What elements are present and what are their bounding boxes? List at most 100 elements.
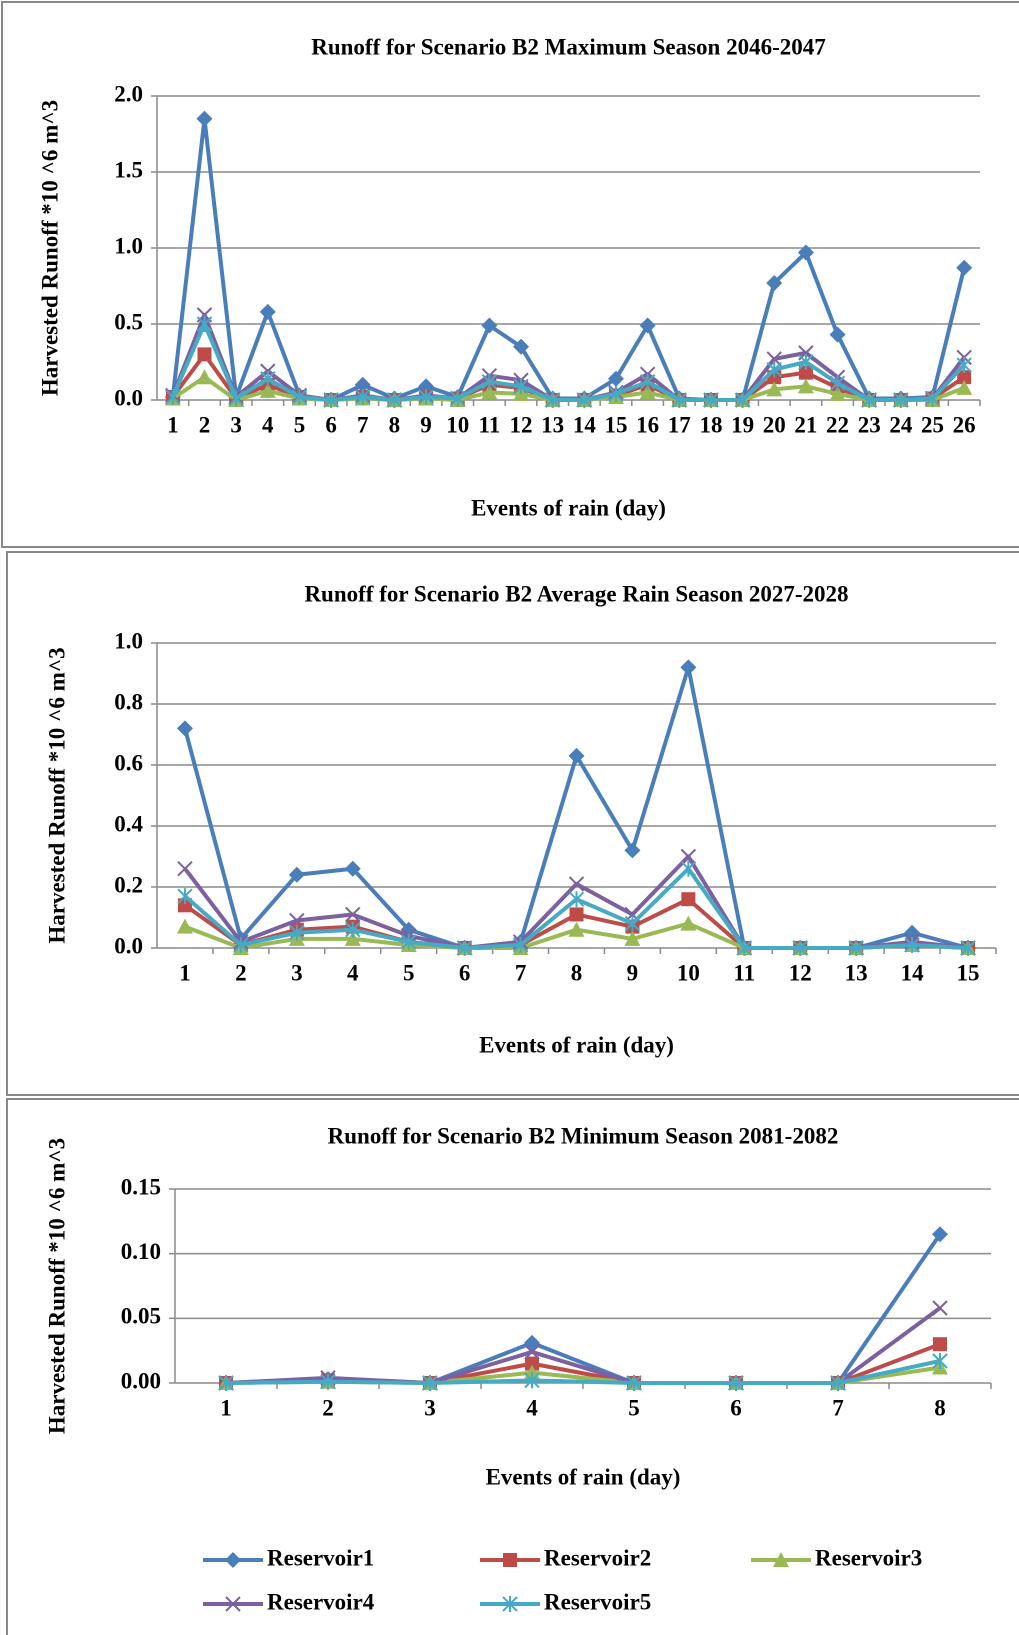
marker bbox=[513, 338, 530, 355]
marker bbox=[956, 357, 972, 374]
marker bbox=[218, 1375, 234, 1391]
y-tick-label: 1.5 bbox=[114, 157, 143, 182]
x-tick-label: 7 bbox=[515, 960, 527, 985]
x-tick-label: 20 bbox=[763, 412, 786, 437]
marker bbox=[626, 1375, 642, 1391]
marker bbox=[848, 940, 864, 956]
y-tick-label: 0.15 bbox=[121, 1174, 161, 1199]
y-tick-label: 1.0 bbox=[114, 233, 143, 258]
y-tick-label: 0.5 bbox=[114, 309, 143, 334]
marker bbox=[956, 259, 973, 276]
marker bbox=[728, 1375, 744, 1391]
series-line bbox=[225, 1233, 942, 1385]
x-tick-label: 16 bbox=[636, 412, 659, 437]
x-tick-label: 6 bbox=[459, 960, 471, 985]
y-tick-label: 0.00 bbox=[121, 1368, 161, 1393]
y-tick-label: 0.0 bbox=[114, 385, 143, 410]
x-tick-label: 15 bbox=[604, 412, 627, 437]
series-line bbox=[170, 322, 966, 402]
marker bbox=[933, 1337, 947, 1352]
marker bbox=[792, 940, 808, 956]
legend-label: Reservoir2 bbox=[544, 1545, 651, 1570]
y-axis-label: Harvested Runoff *10 ^6 m^3 bbox=[44, 647, 69, 943]
x-tick-label: 24 bbox=[889, 412, 913, 437]
marker bbox=[544, 392, 561, 408]
x-tick-label: 5 bbox=[294, 412, 306, 437]
x-tick-label: 17 bbox=[668, 412, 691, 437]
marker bbox=[797, 378, 814, 394]
x-tick-label: 10 bbox=[677, 960, 700, 985]
x-tick-label: 4 bbox=[262, 412, 274, 437]
marker bbox=[196, 369, 213, 385]
x-tick-label: 1 bbox=[220, 1395, 232, 1420]
marker bbox=[344, 860, 361, 877]
marker bbox=[569, 907, 584, 922]
marker bbox=[576, 392, 593, 408]
marker bbox=[481, 317, 498, 334]
x-tick-label: 7 bbox=[832, 1395, 844, 1420]
marker bbox=[259, 382, 276, 398]
marker bbox=[513, 378, 529, 395]
marker bbox=[176, 720, 193, 737]
x-tick-label: 2 bbox=[322, 1395, 334, 1420]
marker bbox=[861, 392, 877, 408]
panel-border bbox=[1, 1, 1019, 548]
marker bbox=[456, 940, 473, 956]
marker bbox=[176, 918, 193, 934]
x-tick-label: 6 bbox=[325, 412, 337, 437]
marker bbox=[524, 1334, 540, 1351]
marker bbox=[798, 354, 814, 370]
marker bbox=[345, 921, 361, 938]
marker bbox=[829, 385, 846, 401]
marker bbox=[481, 373, 498, 390]
x-tick-label: 1 bbox=[167, 412, 179, 437]
x-tick-label: 8 bbox=[389, 412, 401, 437]
x-tick-label: 5 bbox=[403, 960, 415, 985]
marker bbox=[680, 659, 697, 676]
marker bbox=[502, 1596, 518, 1612]
x-tick-label: 26 bbox=[953, 412, 976, 437]
y-tick-label: 0.05 bbox=[121, 1304, 161, 1329]
marker bbox=[177, 860, 193, 877]
marker bbox=[291, 388, 308, 405]
marker bbox=[568, 891, 585, 908]
x-tick-label: 9 bbox=[627, 960, 639, 985]
marker bbox=[233, 936, 249, 953]
y-tick-label: 0.6 bbox=[114, 750, 143, 775]
marker bbox=[450, 390, 466, 407]
marker bbox=[228, 390, 244, 407]
x-tick-label: 8 bbox=[934, 1395, 946, 1420]
marker bbox=[956, 379, 973, 395]
x-tick-label: 13 bbox=[541, 412, 564, 437]
marker bbox=[320, 1373, 336, 1390]
marker bbox=[422, 1375, 438, 1391]
x-tick-label: 4 bbox=[347, 960, 359, 985]
marker bbox=[524, 1344, 540, 1360]
marker bbox=[260, 370, 276, 387]
marker bbox=[196, 110, 213, 127]
marker bbox=[289, 924, 305, 941]
x-tick-label: 12 bbox=[510, 412, 533, 437]
marker bbox=[323, 392, 339, 408]
marker bbox=[960, 940, 976, 956]
marker bbox=[932, 1226, 948, 1243]
x-tick-label: 14 bbox=[901, 960, 925, 985]
x-tick-label: 22 bbox=[826, 412, 849, 437]
marker bbox=[288, 866, 305, 883]
marker bbox=[957, 370, 972, 385]
y-axis-label: Harvested Runoff *10 ^6 m^3 bbox=[37, 100, 62, 396]
y-tick-label: 1.0 bbox=[114, 628, 143, 653]
marker bbox=[354, 376, 371, 393]
marker bbox=[355, 388, 371, 405]
marker bbox=[512, 936, 529, 953]
marker bbox=[624, 930, 641, 946]
chart-title: Runoff for Scenario B2 Minimum Season 20… bbox=[328, 1123, 839, 1148]
x-axis-label: Events of rain (day) bbox=[471, 495, 666, 520]
marker bbox=[680, 915, 697, 931]
marker bbox=[196, 316, 213, 332]
x-tick-label: 25 bbox=[921, 412, 944, 437]
marker bbox=[177, 888, 193, 905]
marker bbox=[624, 915, 641, 932]
marker bbox=[225, 1596, 241, 1612]
